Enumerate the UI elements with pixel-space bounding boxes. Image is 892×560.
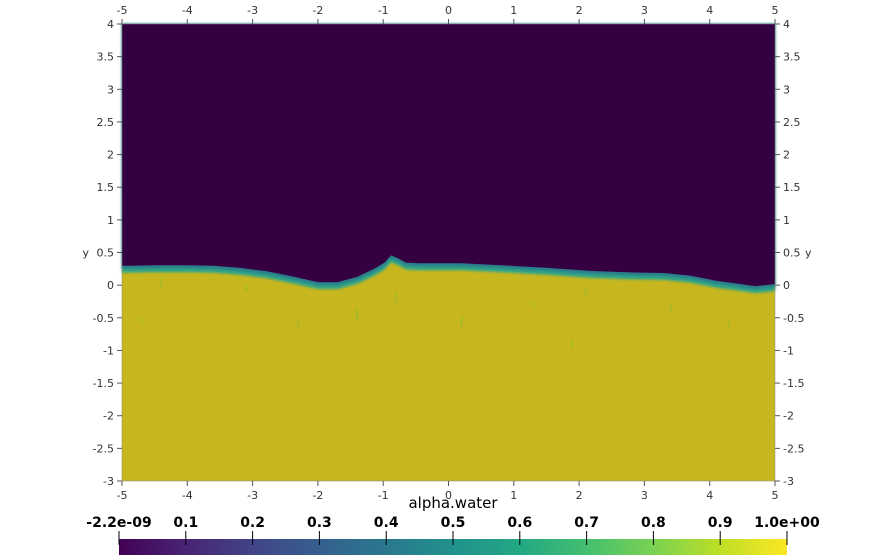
x-tick-label-bottom: 2 [576, 489, 583, 502]
mixing-streak [584, 286, 588, 298]
air-region [122, 24, 775, 287]
colorbar-tick-label: 1.0e+00 [754, 515, 820, 531]
y-tick-label-left: -0.5 [93, 312, 114, 325]
colorbar-ticks [118, 531, 788, 545]
colorbar-tick-label: 0.9 [708, 515, 733, 531]
y-tick-label-left: 0.5 [97, 247, 115, 260]
colorbar-tick-label: 0.2 [240, 515, 265, 531]
x-tick-label-bottom: -4 [182, 489, 193, 502]
x-tick-label-top: -4 [182, 4, 193, 17]
x-tick-label-top: -3 [247, 4, 258, 17]
x-tick-label-bottom: -1 [378, 489, 389, 502]
colorbar-gradient [119, 539, 787, 555]
x-tick-label-bottom: -3 [247, 489, 258, 502]
mixing-streak [532, 299, 535, 310]
mixing-streak [355, 307, 359, 322]
mixing-streak [297, 319, 300, 330]
x-tick-label-top: 5 [772, 4, 779, 17]
y-tick-label-right: 3 [783, 83, 790, 96]
mixing-streak [140, 317, 143, 326]
y-tick-label-right: -2 [783, 410, 794, 423]
x-tick-label-bottom: -2 [312, 489, 323, 502]
alpha-water-field [121, 23, 776, 482]
y-tick-label-right: -1.5 [783, 377, 804, 390]
x-tick-label-top: -2 [312, 4, 323, 17]
x-tick-label-top: -1 [378, 4, 389, 17]
y-tick-label-left: 4 [107, 18, 114, 31]
colorbar-title: alpha.water [408, 494, 498, 512]
colorbar-tick-label: 0.4 [374, 515, 399, 531]
x-tick-label-top: 4 [706, 4, 713, 17]
colorbar-tick-label: -2.2e-09 [86, 515, 151, 531]
x-tick-label-bottom: 5 [772, 489, 779, 502]
y-tick-label-right: 3.5 [783, 51, 801, 64]
y-tick-label-left: 1 [107, 214, 114, 227]
y-tick-label-right: -1 [783, 344, 794, 357]
colorbar-tick-label: 0.1 [173, 515, 198, 531]
y-tick-label-left: 2 [107, 149, 114, 162]
y-axis-title-right: y [805, 247, 812, 260]
x-tick-label-top: 2 [576, 4, 583, 17]
mixing-streak [571, 339, 574, 349]
y-tick-label-right: 1.5 [783, 181, 801, 194]
y-tick-label-left: -3 [103, 475, 114, 488]
mixing-streak [394, 292, 398, 304]
y-tick-label-right: -0.5 [783, 312, 804, 325]
x-tick-label-top: 0 [445, 4, 452, 17]
colorbar-tick-label: 0.7 [574, 515, 599, 531]
colorbar-tick-label: 0.3 [307, 515, 332, 531]
colorbar: alpha.water -2.2e-09 0.1 0.2 0.3 0.4 0.5 0.6 0.… [86, 494, 820, 555]
y-tick-label-left: 0 [107, 279, 114, 292]
x-tick-label-bottom: 3 [641, 489, 648, 502]
y-tick-label-left: 3.5 [97, 51, 115, 64]
x-tick-label-bottom: -5 [117, 489, 128, 502]
x-tick-label-top: 1 [510, 4, 517, 17]
mixing-streak [244, 284, 248, 293]
y-tick-label-right: 4 [783, 18, 790, 31]
y-tick-label-left: 2.5 [97, 116, 115, 129]
y-tick-label-right: 1 [783, 214, 790, 227]
y-axis-title-left: y [82, 247, 89, 260]
y-tick-label-left: 3 [107, 83, 114, 96]
y-tick-label-left: -2 [103, 410, 114, 423]
colorbar-tick-label: 0.6 [507, 515, 532, 531]
mixing-streak [669, 303, 673, 313]
x-tick-label-top: 3 [641, 4, 648, 17]
colorbar-tick-label: 0.5 [441, 515, 466, 531]
y-tick-label-left: -1.5 [93, 377, 114, 390]
y-tick-label-right: -3 [783, 475, 794, 488]
y-tick-label-right: -2.5 [783, 442, 804, 455]
colorbar-labels: -2.2e-09 0.1 0.2 0.3 0.4 0.5 0.6 0.7 0.8 0.9 1.0e+… [86, 515, 820, 531]
y-tick-label-right: 0 [783, 279, 790, 292]
mixing-streak [159, 277, 163, 288]
mixing-streak [460, 314, 464, 328]
x-tick-label-bottom: 4 [706, 489, 713, 502]
y-tick-label-left: -1 [103, 344, 114, 357]
y-tick-label-right: 0.5 [783, 247, 801, 260]
y-tick-label-left: 1.5 [97, 181, 115, 194]
y-tick-label-right: 2.5 [783, 116, 801, 129]
y-tick-label-right: 2 [783, 149, 790, 162]
colorbar-tick-label: 0.8 [641, 515, 666, 531]
x-tick-label-bottom: 1 [510, 489, 517, 502]
x-tick-label-top: -5 [117, 4, 128, 17]
mixing-streak [728, 320, 731, 329]
y-tick-label-left: -2.5 [93, 442, 114, 455]
x-tick-label-bottom: 0 [445, 489, 452, 502]
